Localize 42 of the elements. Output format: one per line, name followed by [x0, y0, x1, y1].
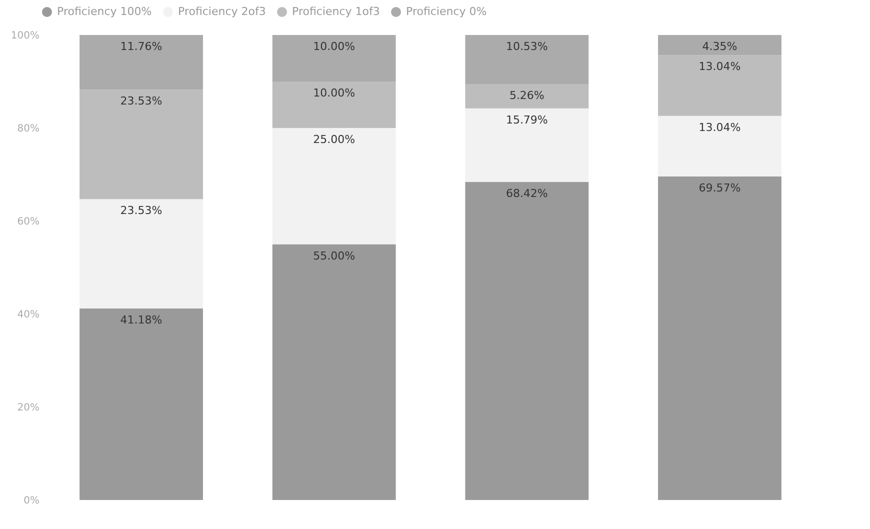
data-label: 10.00%: [313, 86, 356, 100]
bar: [80, 90, 203, 200]
data-label: 5.26%: [509, 88, 544, 102]
y-tick-label: 60%: [17, 216, 40, 228]
data-label: 15.79%: [506, 113, 548, 126]
y-tick-label: 20%: [17, 402, 40, 414]
data-label: 13.04%: [698, 60, 741, 74]
bar: [80, 308, 203, 500]
bar: [272, 35, 396, 82]
legend-label: Proficiency 0%: [406, 5, 487, 18]
data-label: 13.04%: [698, 120, 741, 134]
bar: [272, 244, 396, 500]
y-tick-label: 80%: [17, 124, 40, 134]
bar: [80, 35, 203, 90]
y-tick-label: 40%: [17, 310, 40, 320]
data-label: 10.00%: [313, 40, 356, 53]
y-tick-label: 0%: [24, 496, 40, 506]
bar: [658, 176, 782, 500]
bar: [658, 55, 782, 116]
data-label: 23.53%: [120, 94, 162, 108]
bar: [272, 82, 396, 128]
bar: [465, 108, 589, 182]
bar: [272, 128, 396, 244]
bar: [658, 116, 782, 176]
data-label: 10.53%: [506, 40, 548, 53]
bar: [465, 84, 589, 108]
data-label: 55.00%: [313, 249, 356, 262]
y-tick-label: 100%: [10, 30, 40, 42]
data-label: 25.00%: [313, 133, 356, 146]
legend-label: Proficiency 100%: [57, 5, 152, 18]
data-label: 11.76%: [120, 40, 162, 53]
data-label: 68.42%: [506, 186, 548, 200]
data-label: 4.35%: [702, 40, 738, 53]
data-label: 23.53%: [120, 204, 162, 218]
bar: [465, 35, 589, 84]
data-label: 41.18%: [120, 314, 162, 327]
bar: [465, 182, 589, 500]
legend-label: Proficiency 2of3: [178, 5, 266, 18]
data-label: 69.57%: [698, 182, 741, 194]
bar: [80, 199, 203, 309]
legend-label: Proficiency 1of3: [292, 5, 380, 18]
bar: [658, 35, 782, 56]
